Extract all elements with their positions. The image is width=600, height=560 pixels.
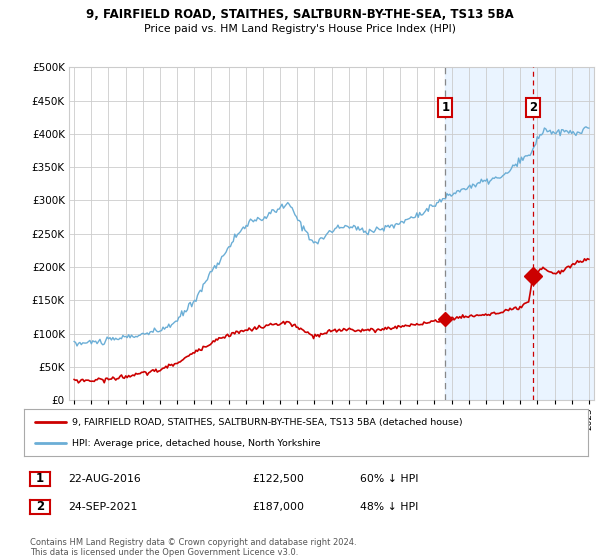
Text: 2: 2 [529,101,537,114]
Text: 1: 1 [36,472,44,486]
Text: Contains HM Land Registry data © Crown copyright and database right 2024.
This d: Contains HM Land Registry data © Crown c… [30,538,356,557]
Text: 9, FAIRFIELD ROAD, STAITHES, SALTBURN-BY-THE-SEA, TS13 5BA (detached house): 9, FAIRFIELD ROAD, STAITHES, SALTBURN-BY… [72,418,463,427]
Text: 2: 2 [36,500,44,514]
Text: £122,500: £122,500 [252,474,304,484]
Text: 9, FAIRFIELD ROAD, STAITHES, SALTBURN-BY-THE-SEA, TS13 5BA: 9, FAIRFIELD ROAD, STAITHES, SALTBURN-BY… [86,8,514,21]
Text: HPI: Average price, detached house, North Yorkshire: HPI: Average price, detached house, Nort… [72,438,320,447]
Bar [445,67,600,400]
Text: 60% ↓ HPI: 60% ↓ HPI [360,474,419,484]
Text: 24-SEP-2021: 24-SEP-2021 [68,502,137,512]
Text: 1: 1 [442,101,449,114]
Text: 22-AUG-2016: 22-AUG-2016 [68,474,140,484]
Text: 48% ↓ HPI: 48% ↓ HPI [360,502,418,512]
Text: £187,000: £187,000 [252,502,304,512]
Text: Price paid vs. HM Land Registry's House Price Index (HPI): Price paid vs. HM Land Registry's House … [144,24,456,34]
